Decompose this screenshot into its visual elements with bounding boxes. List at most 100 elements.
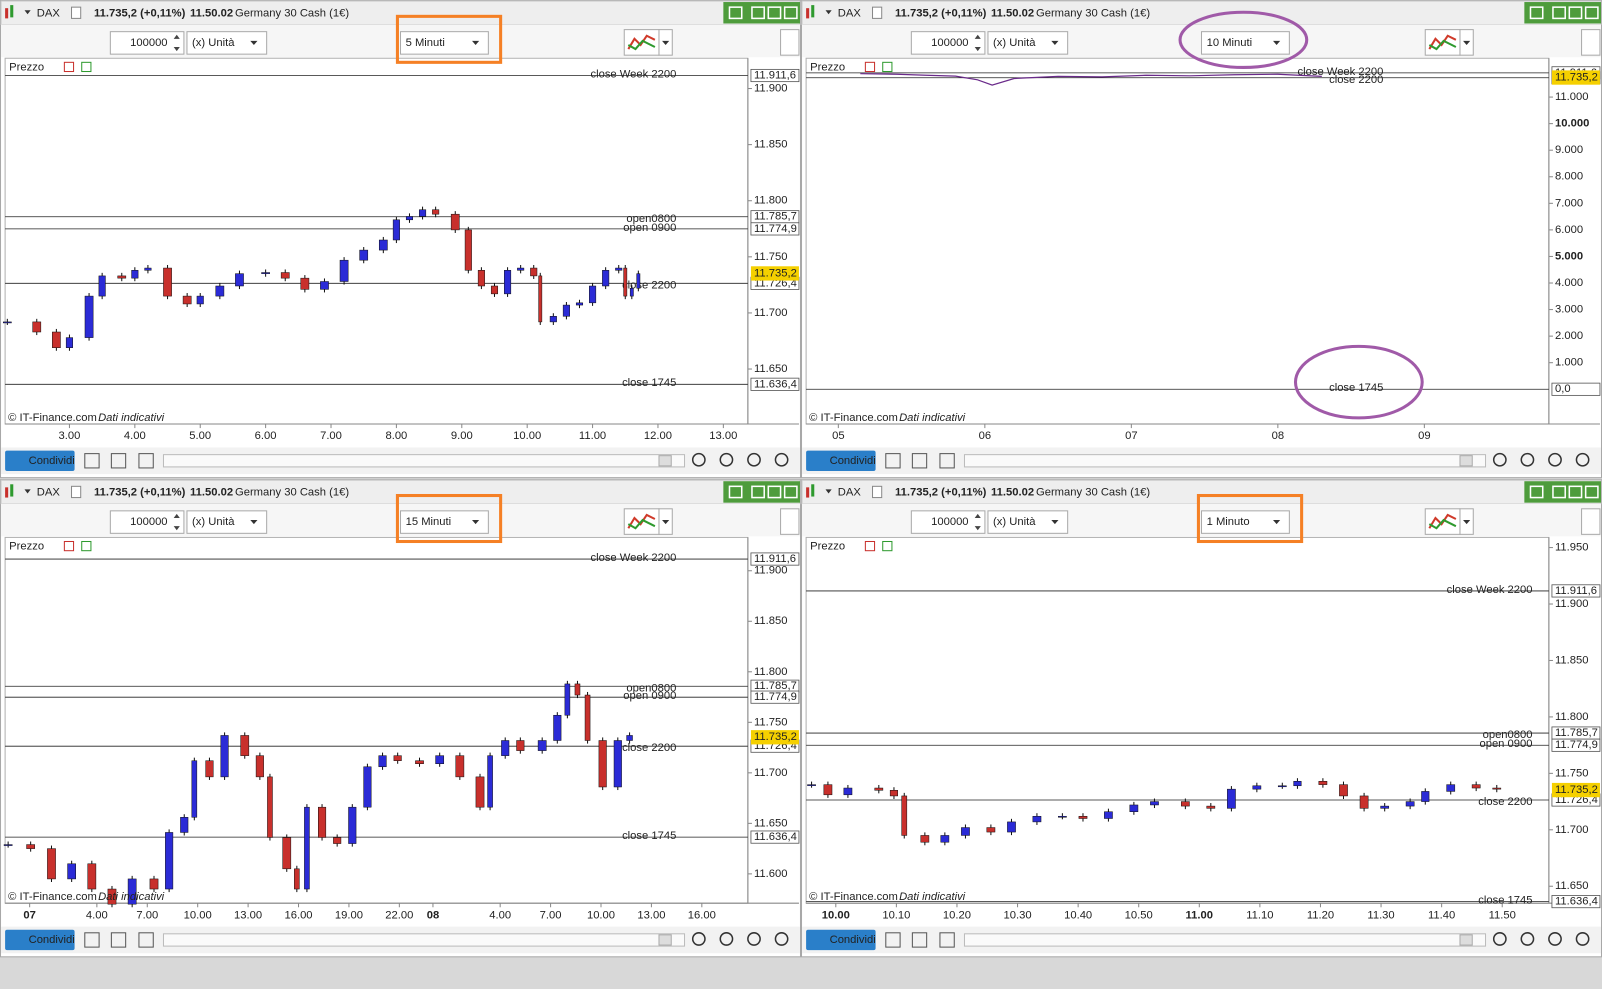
window-button[interactable] [751, 6, 765, 20]
side-button[interactable] [1581, 508, 1601, 535]
tool-button[interactable] [911, 453, 928, 469]
tool-icon[interactable] [864, 61, 876, 73]
spinner[interactable] [173, 34, 180, 52]
window-button[interactable] [1529, 485, 1544, 499]
spinner[interactable] [974, 513, 981, 531]
scrollbar[interactable] [963, 933, 1487, 947]
share-button[interactable] [806, 450, 876, 472]
side-button[interactable] [1581, 29, 1601, 56]
tool-button[interactable] [110, 932, 127, 948]
share-button[interactable] [806, 929, 876, 951]
window-button[interactable] [1568, 485, 1583, 499]
timeframe-select[interactable] [399, 31, 489, 55]
scroll-thumb[interactable] [1459, 934, 1473, 946]
window-button[interactable] [1552, 485, 1566, 499]
menu-arrow[interactable] [24, 10, 31, 15]
tool-button[interactable] [939, 932, 955, 948]
timeframe-select[interactable] [1200, 510, 1290, 534]
zoom-button[interactable] [691, 452, 706, 467]
zoom-button[interactable] [691, 932, 706, 946]
unit-select[interactable] [186, 31, 268, 55]
zoom-button[interactable] [747, 932, 761, 946]
side-button[interactable] [780, 508, 800, 535]
candle [623, 267, 628, 297]
scroll-thumb[interactable] [1459, 455, 1473, 467]
scrollbar[interactable] [162, 454, 686, 468]
spinner[interactable] [173, 513, 180, 531]
menu-arrow[interactable] [24, 489, 31, 494]
window-button[interactable] [783, 485, 798, 499]
window-button[interactable] [783, 6, 798, 20]
tool-icon[interactable] [81, 61, 92, 73]
info-icon[interactable] [71, 6, 82, 19]
share-button[interactable] [5, 929, 75, 951]
quantity-input[interactable] [109, 31, 185, 55]
unit-select[interactable] [987, 510, 1069, 534]
window-button[interactable] [728, 485, 743, 499]
tool-button[interactable] [138, 932, 154, 948]
quantity-input[interactable] [109, 510, 185, 534]
window-button[interactable] [1568, 6, 1583, 20]
zoom-button[interactable] [1575, 932, 1590, 946]
tool-icon[interactable] [864, 540, 876, 552]
unit-select[interactable] [186, 510, 268, 534]
quantity-input[interactable] [910, 31, 986, 55]
zoom-button[interactable] [719, 932, 734, 946]
window-button[interactable] [767, 6, 782, 20]
scroll-thumb[interactable] [658, 455, 672, 467]
zoom-button[interactable] [747, 452, 761, 467]
tool-button[interactable] [138, 453, 154, 469]
candle [615, 267, 623, 271]
share-button[interactable] [5, 450, 75, 472]
candle [1007, 821, 1016, 833]
tool-icon[interactable] [81, 540, 92, 552]
zoom-button[interactable] [1575, 452, 1590, 467]
timeframe-select[interactable] [1200, 31, 1290, 55]
zoom-button[interactable] [1520, 932, 1535, 946]
zoom-button[interactable] [774, 932, 789, 946]
tool-button[interactable] [939, 453, 955, 469]
info-icon[interactable] [872, 6, 883, 19]
tool-icon[interactable] [63, 540, 75, 552]
info-icon[interactable] [71, 485, 82, 499]
tool-button[interactable] [84, 453, 100, 469]
current-price-tag [750, 730, 799, 745]
unit-select[interactable] [987, 31, 1069, 55]
zoom-button[interactable] [1492, 932, 1507, 946]
symbol: DAX [838, 486, 862, 498]
window-button[interactable] [1529, 6, 1544, 20]
timeframe-select[interactable] [399, 510, 489, 534]
quantity-input[interactable] [910, 510, 986, 534]
tool-button[interactable] [885, 932, 901, 948]
tool-button[interactable] [885, 453, 901, 469]
window-button[interactable] [751, 485, 765, 499]
spinner[interactable] [974, 34, 981, 52]
window-button[interactable] [1584, 485, 1599, 499]
tool-icon[interactable] [882, 61, 893, 73]
tool-button[interactable] [110, 453, 127, 469]
scroll-thumb[interactable] [658, 934, 672, 946]
y-tick-label: 11.850 [754, 615, 787, 627]
info-icon[interactable] [872, 485, 883, 499]
tool-button[interactable] [911, 932, 928, 948]
scrollbar[interactable] [162, 933, 686, 947]
tool-icon[interactable] [882, 540, 893, 552]
menu-arrow[interactable] [825, 10, 832, 15]
tool-icon[interactable] [63, 61, 75, 73]
window-button[interactable] [1552, 6, 1566, 20]
zoom-button[interactable] [1548, 932, 1562, 946]
zoom-button[interactable] [719, 452, 734, 467]
menu-arrow[interactable] [825, 489, 832, 494]
scrollbar[interactable] [963, 454, 1487, 468]
tool-button[interactable] [84, 932, 100, 948]
zoom-button[interactable] [1548, 452, 1562, 467]
window-button[interactable] [1584, 6, 1599, 20]
y-tick-label: 11.650 [1555, 880, 1588, 892]
zoom-button[interactable] [1492, 452, 1507, 467]
candle [807, 784, 816, 786]
side-button[interactable] [780, 29, 800, 56]
window-button[interactable] [728, 6, 743, 20]
zoom-button[interactable] [1520, 452, 1535, 467]
zoom-button[interactable] [774, 452, 789, 467]
window-button[interactable] [767, 485, 782, 499]
